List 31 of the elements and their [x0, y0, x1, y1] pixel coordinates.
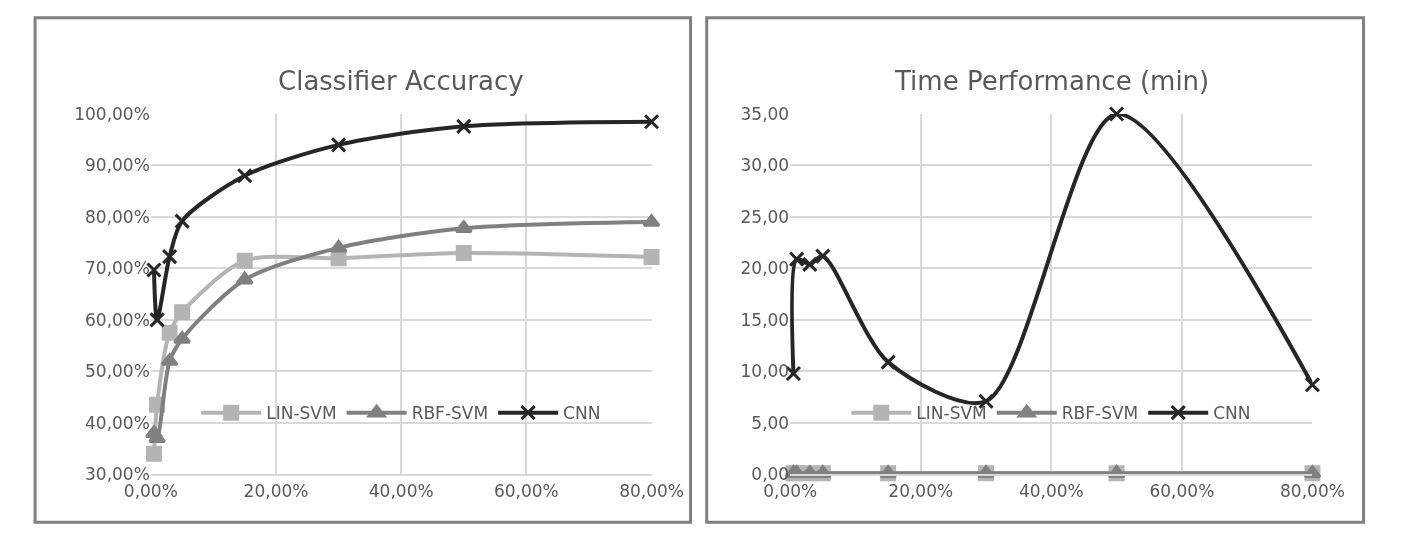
legend-label: CNN: [563, 403, 601, 424]
y-tick-label: 70,00%: [85, 258, 150, 279]
y-tick-label: 30,00: [740, 155, 790, 176]
y-tick-label: 60,00%: [85, 309, 150, 330]
y-tick-label: 15,00: [740, 309, 790, 330]
x-tick-label: 80,00%: [619, 480, 684, 501]
y-tick-label: 10,00: [740, 361, 790, 382]
y-tick-label: 0,00: [751, 464, 790, 485]
x-tick-label: 60,00%: [1149, 480, 1215, 501]
legend-label: LIN-SVM: [266, 403, 337, 424]
x-tick-label: 60,00%: [493, 480, 559, 501]
x-tick-label: 40,00%: [368, 480, 434, 501]
legend-label: CNN: [1213, 403, 1251, 424]
y-tick-label: 40,00%: [85, 412, 150, 433]
y-tick-label: 50,00%: [85, 361, 150, 382]
y-tick-label: 90,00%: [85, 155, 150, 176]
x-tick-label: 40,00%: [1018, 480, 1084, 501]
y-tick-label: 20,00: [740, 258, 790, 279]
y-tick-label: 35,00: [740, 103, 790, 124]
y-tick-label: 100,00%: [74, 103, 150, 124]
x-tick-label: 20,00%: [888, 480, 954, 501]
x-tick-label: 80,00%: [1280, 480, 1345, 501]
legend-label: LIN-SVM: [916, 403, 987, 424]
legend-label: RBF-SVM: [411, 403, 489, 424]
chart-title: Time Performance (min): [894, 66, 1210, 96]
x-tick-label: 20,00%: [243, 480, 309, 501]
y-tick-label: 80,00%: [85, 206, 150, 227]
y-tick-label: 5,00: [751, 412, 790, 433]
y-tick-label: 25,00: [740, 206, 790, 227]
legend-label: RBF-SVM: [1061, 403, 1139, 424]
chart-title: Classifier Accuracy: [278, 66, 524, 96]
